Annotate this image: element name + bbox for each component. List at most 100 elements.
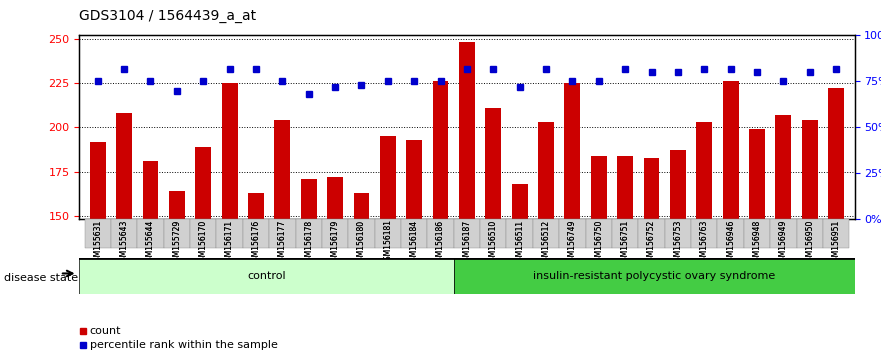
Text: GSM156510: GSM156510	[489, 219, 498, 266]
Text: GSM156170: GSM156170	[199, 219, 208, 266]
Bar	[644, 158, 660, 219]
Text: GSM156184: GSM156184	[410, 219, 418, 266]
Bar	[565, 83, 581, 219]
FancyBboxPatch shape	[454, 219, 480, 248]
Bar	[169, 191, 185, 219]
Text: GSM156180: GSM156180	[357, 219, 366, 266]
Text: GSM156176: GSM156176	[251, 219, 261, 266]
Text: GSM156753: GSM156753	[673, 219, 683, 266]
FancyBboxPatch shape	[79, 258, 454, 294]
Text: GSM156749: GSM156749	[568, 219, 577, 266]
Text: GSM156177: GSM156177	[278, 219, 287, 266]
FancyBboxPatch shape	[639, 219, 664, 248]
FancyBboxPatch shape	[691, 219, 717, 248]
FancyBboxPatch shape	[796, 219, 823, 248]
Text: GSM156752: GSM156752	[647, 219, 656, 266]
Bar	[670, 150, 685, 219]
Bar	[143, 161, 159, 219]
FancyBboxPatch shape	[164, 219, 190, 248]
Text: GSM156184: GSM156184	[410, 219, 418, 266]
Text: control: control	[247, 271, 285, 281]
Text: GSM156763: GSM156763	[700, 219, 708, 266]
Text: GSM156176: GSM156176	[251, 219, 261, 266]
Text: GSM156951: GSM156951	[832, 219, 840, 266]
Text: GSM156948: GSM156948	[752, 219, 761, 266]
Bar	[300, 179, 316, 219]
FancyBboxPatch shape	[559, 219, 586, 248]
Bar	[353, 193, 369, 219]
Bar	[828, 88, 844, 219]
Text: GSM156180: GSM156180	[357, 219, 366, 266]
Text: GSM156178: GSM156178	[304, 219, 314, 266]
Bar	[248, 193, 264, 219]
Text: GSM156949: GSM156949	[779, 219, 788, 266]
Bar	[802, 120, 818, 219]
Bar	[380, 136, 396, 219]
Text: GSM156186: GSM156186	[436, 219, 445, 266]
FancyBboxPatch shape	[190, 219, 217, 248]
Bar	[696, 122, 712, 219]
FancyBboxPatch shape	[823, 219, 849, 248]
Bar	[90, 142, 106, 219]
Text: GSM156170: GSM156170	[199, 219, 208, 266]
Text: GSM155631: GSM155631	[93, 219, 102, 266]
FancyBboxPatch shape	[507, 219, 533, 248]
Bar	[722, 81, 738, 219]
Text: GSM156510: GSM156510	[489, 219, 498, 266]
Bar	[433, 81, 448, 219]
Bar	[196, 147, 211, 219]
FancyBboxPatch shape	[217, 219, 243, 248]
Bar	[485, 108, 501, 219]
Text: GSM155644: GSM155644	[146, 219, 155, 266]
Text: GSM156946: GSM156946	[726, 219, 735, 266]
Text: GSM156950: GSM156950	[805, 219, 814, 266]
Text: GSM156763: GSM156763	[700, 219, 708, 266]
Bar	[116, 113, 132, 219]
FancyBboxPatch shape	[480, 219, 507, 248]
Text: GSM156512: GSM156512	[542, 219, 551, 266]
Bar	[459, 42, 475, 219]
Text: GSM156187: GSM156187	[463, 219, 471, 266]
Text: GSM156950: GSM156950	[805, 219, 814, 266]
Text: GSM156512: GSM156512	[542, 219, 551, 266]
FancyBboxPatch shape	[586, 219, 612, 248]
Text: GSM156749: GSM156749	[568, 219, 577, 266]
Bar	[327, 177, 343, 219]
FancyBboxPatch shape	[454, 258, 855, 294]
FancyBboxPatch shape	[612, 219, 639, 248]
FancyBboxPatch shape	[85, 219, 111, 248]
Bar	[406, 140, 422, 219]
FancyBboxPatch shape	[270, 219, 295, 248]
Text: GSM155644: GSM155644	[146, 219, 155, 266]
FancyBboxPatch shape	[744, 219, 770, 248]
Text: GSM155631: GSM155631	[93, 219, 102, 266]
Text: percentile rank within the sample: percentile rank within the sample	[90, 340, 278, 350]
Text: GSM156511: GSM156511	[515, 219, 524, 266]
Text: GSM155643: GSM155643	[120, 219, 129, 266]
Text: GSM156948: GSM156948	[752, 219, 761, 266]
Text: GSM155729: GSM155729	[173, 219, 181, 266]
Text: GSM156751: GSM156751	[620, 219, 630, 266]
FancyBboxPatch shape	[664, 219, 691, 248]
Text: GSM156511: GSM156511	[515, 219, 524, 266]
Bar	[512, 184, 528, 219]
Text: GSM155729: GSM155729	[173, 219, 181, 266]
Bar	[775, 115, 791, 219]
FancyBboxPatch shape	[717, 219, 744, 248]
Text: GSM156181: GSM156181	[383, 219, 392, 266]
Text: GSM156186: GSM156186	[436, 219, 445, 266]
FancyBboxPatch shape	[348, 219, 374, 248]
FancyBboxPatch shape	[137, 219, 164, 248]
FancyBboxPatch shape	[427, 219, 454, 248]
FancyBboxPatch shape	[374, 219, 401, 248]
Text: GSM156750: GSM156750	[595, 219, 603, 266]
Bar	[274, 120, 290, 219]
Text: GSM156171: GSM156171	[226, 219, 234, 266]
Text: GSM156171: GSM156171	[226, 219, 234, 266]
Bar	[591, 156, 607, 219]
Text: GSM156177: GSM156177	[278, 219, 287, 266]
Text: GSM156178: GSM156178	[304, 219, 314, 266]
Text: GSM156187: GSM156187	[463, 219, 471, 266]
Text: GSM156951: GSM156951	[832, 219, 840, 266]
FancyBboxPatch shape	[533, 219, 559, 248]
